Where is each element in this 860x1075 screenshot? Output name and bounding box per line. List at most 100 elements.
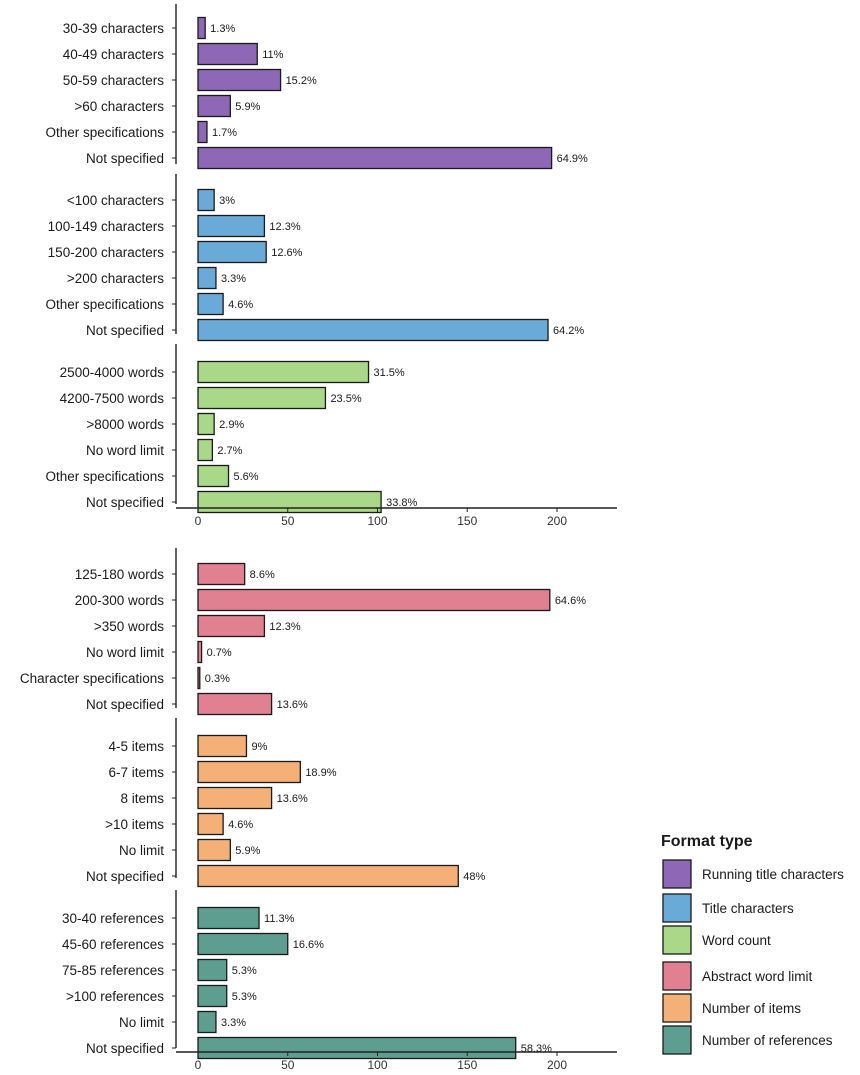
- bar: [197, 68, 282, 92]
- legend-swatch: [662, 961, 692, 991]
- bar: [197, 1036, 517, 1060]
- legend-label: Title characters: [702, 901, 794, 916]
- value-label: 11%: [262, 49, 283, 61]
- value-label: 23.5%: [330, 393, 361, 405]
- legend-swatch: [662, 893, 692, 923]
- x-tick-label: 50: [281, 514, 295, 528]
- category-label: Not specified: [86, 697, 164, 712]
- category-label: 4200-7500 words: [60, 391, 165, 406]
- category-label: 30-40 references: [62, 911, 164, 926]
- bar: [197, 412, 215, 436]
- bar: [197, 360, 370, 384]
- value-label: 5.9%: [235, 101, 260, 113]
- value-label: 11.3%: [264, 913, 295, 925]
- x-tick-label: 50: [281, 1058, 295, 1072]
- legend-label: Running title characters: [702, 867, 844, 882]
- x-tick-label: 200: [547, 514, 567, 528]
- legend-label: Number of references: [702, 1033, 833, 1048]
- bar: [197, 562, 246, 586]
- x-tick-label: 200: [547, 1058, 567, 1072]
- value-label: 12.3%: [269, 221, 300, 233]
- legend-label: Word count: [702, 933, 771, 948]
- category-label: Not specified: [86, 151, 164, 166]
- category-label: >200 characters: [67, 271, 164, 286]
- bar: [197, 932, 289, 956]
- legend-title: Format type: [661, 833, 753, 850]
- value-label: 2.7%: [217, 445, 242, 457]
- value-label: 8.6%: [250, 569, 275, 581]
- value-label: 0.3%: [205, 673, 230, 685]
- category-label: >10 items: [105, 817, 164, 832]
- bar: [197, 984, 228, 1008]
- bar: [197, 464, 230, 488]
- bar: [197, 214, 266, 238]
- bar: [197, 864, 459, 888]
- value-label: 15.2%: [286, 75, 317, 87]
- bar: [197, 692, 273, 716]
- category-label: 4-5 items: [108, 739, 164, 754]
- x-tick-label: 100: [367, 514, 387, 528]
- x-tick-label: 0: [195, 1058, 202, 1072]
- value-label: 64.6%: [555, 595, 586, 607]
- value-label: 16.6%: [293, 939, 324, 951]
- value-label: 4.6%: [228, 299, 253, 311]
- value-label: 2.9%: [219, 419, 244, 431]
- bar: [197, 958, 228, 982]
- category-label: Not specified: [86, 495, 164, 510]
- category-label: No limit: [119, 1015, 164, 1030]
- value-label: 48%: [463, 871, 485, 883]
- bar: [197, 614, 266, 638]
- category-label: 200-300 words: [75, 593, 165, 608]
- category-label: Other specifications: [45, 469, 164, 484]
- category-label: Other specifications: [45, 125, 164, 140]
- category-label: <100 characters: [67, 193, 164, 208]
- bar: [197, 786, 273, 810]
- category-label: 2500-4000 words: [60, 365, 165, 380]
- value-label: 0.7%: [207, 647, 232, 659]
- legend-swatch: [662, 859, 692, 889]
- category-label: Not specified: [86, 1041, 164, 1056]
- value-label: 13.6%: [277, 793, 308, 805]
- x-tick-label: 0: [195, 514, 202, 528]
- value-label: 18.9%: [305, 767, 336, 779]
- bar: [197, 266, 217, 290]
- value-label: 1.7%: [212, 127, 237, 139]
- category-label: No word limit: [86, 645, 164, 660]
- value-label: 1.3%: [210, 23, 235, 35]
- bar: [197, 240, 267, 264]
- value-label: 5.6%: [234, 471, 259, 483]
- bar: [197, 146, 553, 170]
- bar: [197, 42, 258, 66]
- bar: [197, 438, 214, 462]
- x-tick-label: 150: [457, 1058, 477, 1072]
- value-label: 64.9%: [557, 153, 588, 165]
- bar: [197, 666, 201, 690]
- value-label: 12.3%: [269, 621, 300, 633]
- bar: [197, 292, 224, 316]
- category-label: >8000 words: [86, 417, 164, 432]
- value-label: 33.8%: [386, 497, 417, 509]
- category-label: Not specified: [86, 869, 164, 884]
- legend-swatch: [662, 993, 692, 1023]
- category-label: 75-85 references: [62, 963, 164, 978]
- category-label: 40-49 characters: [63, 47, 165, 62]
- bar: [197, 760, 301, 784]
- category-label: Character specifications: [20, 671, 164, 686]
- category-label: Other specifications: [45, 297, 164, 312]
- value-label: 3.3%: [221, 1017, 246, 1029]
- bar: [197, 838, 231, 862]
- bar: [197, 94, 231, 118]
- bar: [197, 906, 260, 930]
- legend-label: Number of items: [702, 1001, 801, 1016]
- bar: [197, 734, 248, 758]
- category-label: 6-7 items: [108, 765, 164, 780]
- value-label: 13.6%: [277, 699, 308, 711]
- bar: [197, 490, 382, 514]
- legend-swatch: [662, 925, 692, 955]
- category-label: Not specified: [86, 323, 164, 338]
- bar: [197, 386, 327, 410]
- value-label: 9%: [251, 741, 267, 753]
- bar: [197, 318, 549, 342]
- value-label: 5.3%: [232, 965, 257, 977]
